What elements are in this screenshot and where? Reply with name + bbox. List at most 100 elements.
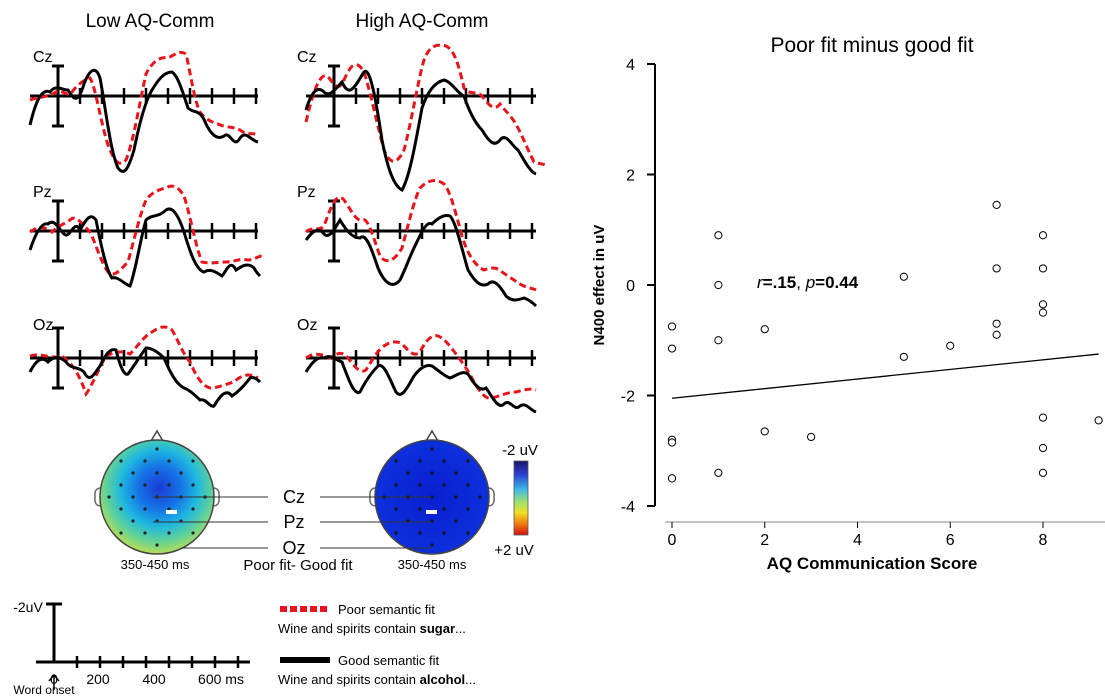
data-point <box>1038 300 1048 309</box>
poor-fit-wave <box>29 50 259 165</box>
x-tick-label: 4 <box>853 532 862 549</box>
electrode-dot <box>466 531 470 535</box>
electrode-dot <box>167 459 171 463</box>
topo-map-high <box>369 429 495 555</box>
data-point <box>992 319 1001 328</box>
erp-oz-low <box>28 325 262 408</box>
poor-fit-wave <box>305 334 537 400</box>
electrode-dot <box>191 483 195 487</box>
electrode-dot <box>418 507 422 511</box>
data-point <box>667 474 677 483</box>
electrode-dot <box>143 507 147 511</box>
data-point <box>1038 413 1048 422</box>
electrode-dot <box>406 471 410 475</box>
electrode-label-cz-low: Cz <box>33 49 53 66</box>
x-tick-label: 8 <box>1039 532 1048 549</box>
data-point <box>760 325 769 334</box>
data-point <box>899 272 908 281</box>
electrode-label-cz-high: Cz <box>297 49 317 66</box>
nose-marker <box>425 429 439 442</box>
y-axis-label: N400 effect in uV <box>591 225 608 346</box>
erp-oz-high <box>304 334 537 414</box>
data-point <box>992 200 1001 209</box>
electrode-dot <box>454 471 458 475</box>
onset-arrow-icon <box>48 673 60 690</box>
x-tick-label: 0 <box>668 532 677 549</box>
data-point <box>946 341 955 350</box>
nose-marker <box>150 429 164 442</box>
data-point <box>714 280 723 290</box>
y-tick-label: 4 <box>626 57 635 74</box>
data-point <box>714 468 723 477</box>
electrode-dot <box>430 447 434 451</box>
data-point <box>1038 264 1048 273</box>
electrode-dot <box>454 519 458 523</box>
electrode-dot <box>394 531 398 535</box>
electrode-dot <box>466 459 470 463</box>
erp-panel-axis <box>306 326 536 390</box>
electrode-dot <box>442 459 446 463</box>
electrode-dot <box>119 483 123 487</box>
electrode-dot <box>478 495 482 499</box>
data-point <box>1038 443 1048 453</box>
electrode-dot <box>119 459 123 463</box>
data-point <box>667 344 677 353</box>
x-tick-label: 2 <box>760 532 769 549</box>
ear-right <box>487 487 495 507</box>
electrode-dot <box>155 543 159 547</box>
electrode-dot <box>442 507 446 511</box>
amp-scale-label: -2uV <box>13 599 43 615</box>
electrode-dot <box>418 531 422 535</box>
electrode-dot <box>394 459 398 463</box>
time-tick-400: 400 <box>142 671 166 687</box>
x-tick-label: 6 <box>946 532 955 549</box>
poor-fit-wave <box>304 43 549 168</box>
electrode-dot <box>418 483 422 487</box>
x-axis-label: AQ Communication Score <box>767 554 978 573</box>
electrode-dot <box>466 507 470 511</box>
y-tick-label: -4 <box>621 499 635 516</box>
topo-window-label-low: 350-450 ms <box>121 557 190 572</box>
electrode-dot <box>454 495 458 499</box>
y-tick-label: 2 <box>626 168 635 185</box>
time-tick-600: 600 ms <box>198 671 244 687</box>
electrode-dot <box>167 531 171 535</box>
electrode-dot <box>430 543 434 547</box>
data-point <box>992 330 1001 339</box>
correlation-annotation: r=.15, p=0.44 <box>757 273 859 292</box>
topo-label-oz: Oz <box>282 538 305 558</box>
good-fit-wave <box>304 214 538 308</box>
topo-marker <box>426 510 437 514</box>
topo-label-cz: Cz <box>283 487 305 507</box>
good-fit-wave <box>28 68 259 173</box>
electrode-dot <box>418 459 422 463</box>
electrode-dot <box>430 471 434 475</box>
topo-marker <box>166 510 177 514</box>
data-point <box>992 264 1001 273</box>
y-tick-label: -2 <box>621 389 635 406</box>
topo-label-pz: Pz <box>283 512 304 532</box>
ear-left <box>94 487 102 507</box>
erp-cz-high <box>304 43 549 192</box>
electrode-dot <box>143 483 147 487</box>
data-point <box>1038 231 1048 240</box>
topo-map-low <box>94 429 220 555</box>
electrode-label-oz-high: Oz <box>297 317 317 334</box>
electrode-dot <box>119 531 123 535</box>
erp-pz-low <box>28 184 263 288</box>
data-point <box>899 352 908 361</box>
electrode-dot <box>179 471 183 475</box>
erp-pz-high <box>304 179 538 308</box>
data-point <box>1094 416 1103 425</box>
electrode-dot <box>131 495 135 499</box>
electrode-dot <box>143 459 147 463</box>
electrode-label-oz-low: Oz <box>33 317 53 334</box>
electrode-dot <box>167 483 171 487</box>
erp-cz-low <box>28 50 259 173</box>
electrode-dot <box>442 531 446 535</box>
color-scale-top-label: -2 uV <box>502 442 538 459</box>
onset-label: Word onset <box>13 683 75 696</box>
legend-good-label: Good semantic fit <box>338 653 440 668</box>
data-point <box>1038 308 1048 317</box>
